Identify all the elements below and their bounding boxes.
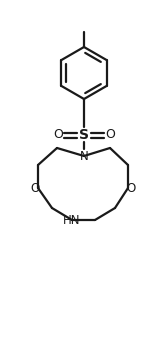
Text: O: O [126,182,136,195]
Text: O: O [105,128,115,142]
Text: HN: HN [63,214,81,227]
Text: S: S [79,128,89,142]
Text: N: N [80,150,88,163]
Text: O: O [53,128,63,142]
Text: O: O [30,182,40,195]
